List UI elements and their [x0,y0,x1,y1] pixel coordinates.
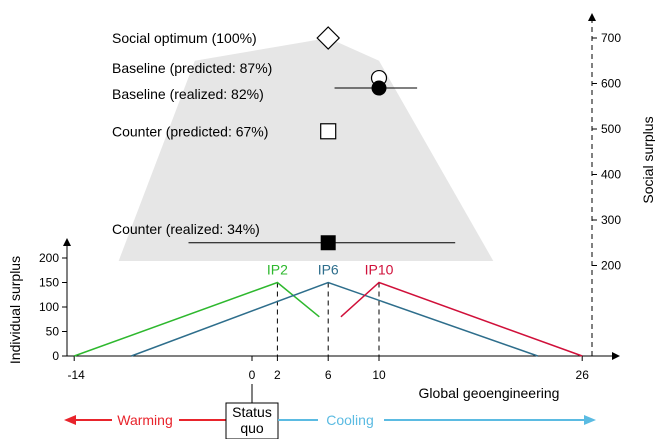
y-left-axis-arrow [63,238,71,246]
y-right-tick-label: 400 [601,168,621,182]
peak-lines [276,282,380,356]
y-right-tick-label: 600 [601,77,621,91]
point-label: Counter (realized: 34%) [112,221,260,237]
y-left-tick-label: 100 [39,300,59,314]
y-right-axis-arrow [588,13,596,21]
y-right-ticks: 200 300 400 500 600 700 [592,31,621,273]
series-label-ip10: IP10 [365,262,394,278]
series-line-ip2 [73,281,320,357]
point-label: Counter (predicted: 67%) [112,123,268,139]
cooling-arrow-head [584,415,596,425]
individual-series: IP2 IP6 IP10 [73,262,583,357]
y-right-axis-label: Social surplus [640,116,655,203]
point-label: Social optimum (100%) [112,30,257,46]
point-square-open [320,123,337,140]
x-tick-label: 26 [576,368,590,382]
bottom-bar: Warming Status quo Cooling [64,402,596,439]
y-right-tick-label: 500 [601,122,621,136]
series-label-ip6: IP6 [318,262,339,278]
x-tick-label: -14 [68,368,86,382]
y-left-tick-label: 150 [39,276,59,290]
y-right-tick-label: 300 [601,213,621,227]
y-left-ticks: 0 50 100 150 200 [39,251,67,363]
status-quo-box [225,402,279,439]
x-axis-label: Global geoengineering [419,385,560,401]
x-axis-arrow [612,352,620,360]
y-left-tick-label: 0 [52,349,59,363]
warming-label: Warming [117,412,173,428]
social-points: Social optimum (100%) Baseline (predicted… [112,26,456,251]
x-ticks: -14 0 2 6 10 26 [68,356,590,403]
x-tick-label: 0 [249,368,256,382]
series-line-ip10 [340,281,583,357]
cooling-label: Cooling [326,412,373,428]
point-diamond-open [316,26,341,50]
status-quo-label-2: quo [240,420,264,436]
social-surplus-region [118,38,494,261]
y-right-tick-label: 700 [601,31,621,45]
y-left-axis-label: Individual surplus [7,256,23,364]
y-left-tick-label: 50 [46,325,60,339]
status-quo-label-1: Status [232,404,272,420]
x-tick-label: 6 [325,368,332,382]
point-circle-filled [371,80,387,96]
x-tick-label: 2 [274,368,281,382]
y-left-tick-label: 200 [39,251,59,265]
point-label: Baseline (realized: 82%) [112,86,264,102]
series-label-ip2: IP2 [267,262,288,278]
x-tick-label: 10 [372,368,386,382]
y-right-tick-label: 200 [601,259,621,273]
series-line-ip6 [131,281,538,357]
point-label: Baseline (predicted: 87%) [112,60,272,76]
point-square-filled [320,235,336,251]
warming-arrow-head [64,415,76,425]
